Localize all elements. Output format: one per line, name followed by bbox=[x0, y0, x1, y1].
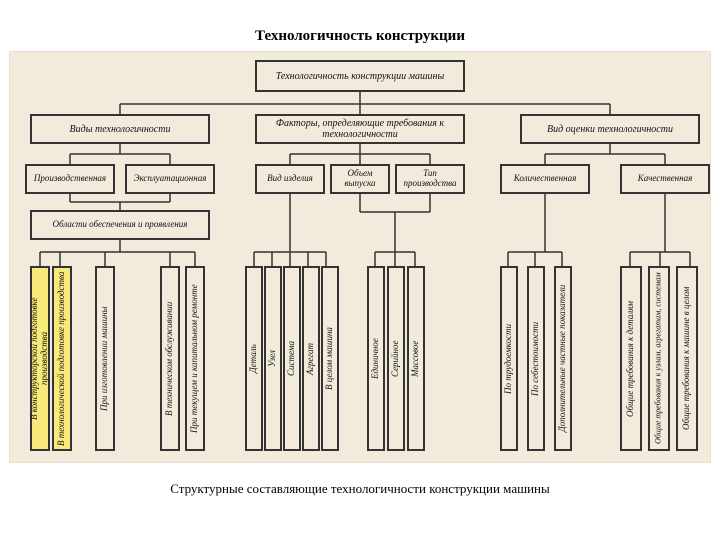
node-root: Технологичность конструкции машины bbox=[255, 60, 465, 92]
leaf-unit: Агрегат bbox=[302, 266, 320, 451]
leaf-whole-machine: В целом машина bbox=[321, 266, 339, 451]
leaf-mass: Массовое bbox=[407, 266, 425, 451]
node-production: Производственная bbox=[25, 164, 115, 194]
leaf-tech-prep: В технологической подготовке производств… bbox=[52, 266, 72, 451]
node-assessment: Вид оценки технологичности bbox=[520, 114, 700, 144]
leaf-design-prep: В конструкторской подготовке производств… bbox=[30, 266, 50, 451]
node-operational: Эксплуатационная bbox=[125, 164, 215, 194]
node-qualitative: Качественная bbox=[620, 164, 710, 194]
page-title: Технологичность конструкции bbox=[0, 0, 720, 51]
node-quantitative: Количественная bbox=[500, 164, 590, 194]
leaf-serial: Серийное bbox=[387, 266, 405, 451]
node-product-kind: Вид изделия bbox=[255, 164, 325, 194]
diagram-container: Технологичность конструкции машины Виды … bbox=[9, 51, 711, 463]
caption: Структурные составляющие технологичности… bbox=[0, 463, 720, 497]
node-factors: Факторы, определяющие требования к техно… bbox=[255, 114, 465, 144]
leaf-cost: По себестоимости bbox=[527, 266, 545, 451]
leaf-single: Единичное bbox=[367, 266, 385, 451]
node-kinds: Виды технологичности bbox=[30, 114, 210, 144]
leaf-req-details: Общие требования к деталям bbox=[620, 266, 642, 451]
node-production-type: Тип производства bbox=[395, 164, 465, 194]
leaf-req-machine: Общие требования к машине в целом bbox=[676, 266, 698, 451]
leaf-manufacturing: При изготовлении машины bbox=[95, 266, 115, 451]
leaf-extra: Дополнительные частные показатели bbox=[554, 266, 572, 451]
leaf-maintenance: В техническом обслуживании bbox=[160, 266, 180, 451]
leaf-detail: Деталь bbox=[245, 266, 263, 451]
leaf-assembly: Узел bbox=[264, 266, 282, 451]
node-areas: Области обеспечения и проявления bbox=[30, 210, 210, 240]
leaf-system: Система bbox=[283, 266, 301, 451]
leaf-labor: По трудоемкости bbox=[500, 266, 518, 451]
leaf-repair: При текущем и капитальном ремонте bbox=[185, 266, 205, 451]
node-volume: Объем выпуска bbox=[330, 164, 390, 194]
leaf-req-assemblies: Общие требования к узлам, агрегатам, сис… bbox=[648, 266, 670, 451]
